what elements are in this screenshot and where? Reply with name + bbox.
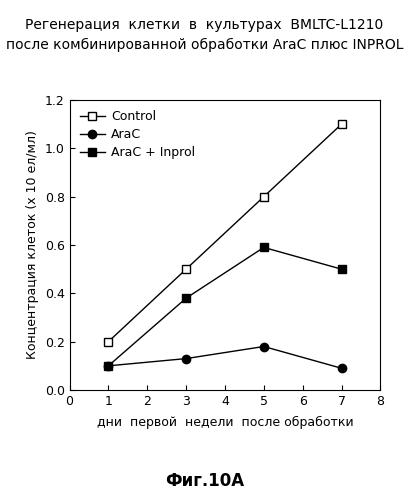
AraC xyxy=(339,365,344,371)
AraC + Inprol xyxy=(339,266,344,272)
Legend: Control, AraC, AraC + Inprol: Control, AraC, AraC + Inprol xyxy=(76,106,199,163)
Text: Регенерация  клетки  в  культурах  BMLTC-L1210: Регенерация клетки в культурах BMLTC-L12… xyxy=(25,18,384,32)
Text: после комбинированной обработки AraC плюс INPROL: после комбинированной обработки AraC плю… xyxy=(6,38,403,52)
AraC xyxy=(261,344,266,349)
Line: AraC + Inprol: AraC + Inprol xyxy=(104,244,346,370)
AraC xyxy=(184,356,189,362)
Text: Фиг.10А: Фиг.10А xyxy=(165,472,244,490)
AraC xyxy=(106,363,111,369)
Control xyxy=(339,121,344,127)
X-axis label: дни  первой  недели  после обработки: дни первой недели после обработки xyxy=(97,416,353,430)
AraC + Inprol xyxy=(184,295,189,301)
AraC + Inprol xyxy=(261,244,266,250)
Control xyxy=(261,194,266,200)
Line: Control: Control xyxy=(104,120,346,346)
Y-axis label: Концентрация клеток (х 10 ел/мл): Концентрация клеток (х 10 ел/мл) xyxy=(26,130,39,360)
AraC + Inprol xyxy=(106,363,111,369)
Control xyxy=(106,338,111,344)
Control xyxy=(184,266,189,272)
Line: AraC: AraC xyxy=(104,342,346,372)
